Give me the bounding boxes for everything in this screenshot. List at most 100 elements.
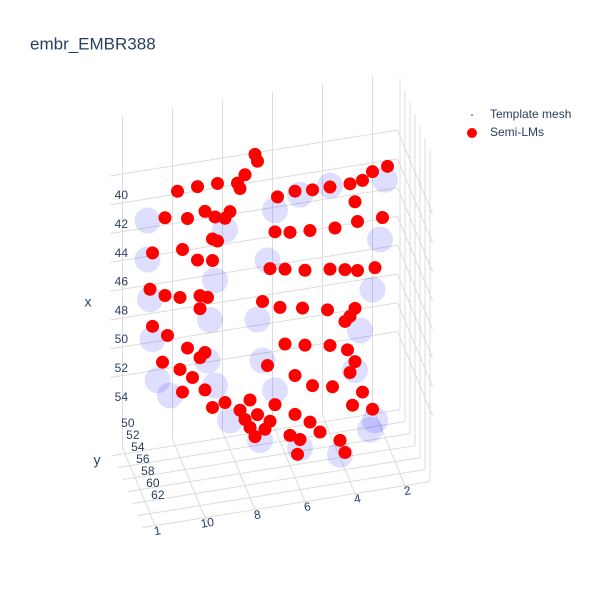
landmark-point [186,371,199,385]
landmark-point [206,400,219,414]
mesh-point [347,317,373,344]
x-grid-line [109,273,398,321]
landmark-point [173,362,187,376]
y-grid-line [127,445,416,493]
landmark-point [278,337,292,351]
marks [134,147,398,468]
x-grid-line [109,158,398,206]
landmark-point [338,314,352,328]
landmark-point [321,303,334,317]
landmark-point [156,355,169,369]
landmark-point [366,165,379,179]
x-tick-label: 46 [115,275,129,289]
landmark-point [176,385,189,399]
legend-symbol [471,114,473,116]
z-tick-label: 10 [200,515,216,531]
landmark-point [351,263,364,277]
landmark-point [251,408,264,422]
landmark-point [268,398,282,412]
landmark-point [348,355,362,369]
mesh-point [367,226,393,253]
y-tick-label: 50 [121,416,135,430]
y-grid-line [142,481,431,529]
mesh-point [244,306,271,333]
mesh-point [137,286,163,313]
x-tick-label: 54 [115,390,129,404]
landmark-point [291,447,304,461]
z-grid-line [372,407,408,492]
y-tick-label: 62 [151,488,165,502]
landmark-point [161,328,174,342]
landmark-point [323,338,337,352]
landmark-point [343,365,357,379]
landmark-point [271,190,284,204]
landmark-point [218,211,232,225]
landmark-point [303,224,317,238]
landmark-point [288,369,302,383]
landmark-point [306,183,319,197]
landmark-point [293,433,307,447]
landmark-point [146,246,159,260]
landmark-point [303,415,317,429]
x-grid-line [109,244,398,292]
landmark-point [158,289,172,303]
landmark-point [338,445,352,459]
landmark-point [208,210,222,224]
y-tick-label: 60 [146,476,160,490]
z-tick-label: 2 [403,483,412,498]
landmark-point [173,290,187,304]
landmark-point [256,295,269,309]
x-tick-label: 48 [115,303,129,317]
z-tick-label: 6 [303,499,312,514]
legend: Template mesh Semi-LMs [467,107,571,139]
landmark-point [288,184,302,198]
landmark-point [193,302,207,316]
landmark-point [233,181,247,195]
landmark-point [288,407,302,421]
landmark-point [338,263,352,277]
z-grid-line [322,415,358,500]
x-tick-label: 42 [115,217,129,231]
landmark-point [261,359,274,373]
landmark-point [251,154,264,168]
landmark-point [283,428,297,442]
landmark-point [368,261,382,275]
y-grid-line [117,421,406,469]
mesh-point [157,382,183,409]
legend-label: Semi-LMs [490,125,544,139]
z-grid-line [272,423,308,508]
landmark-point [283,225,297,239]
x-grid-line [109,331,398,379]
y-tick-label: 54 [131,440,145,454]
y-grid-line [122,433,411,481]
mesh-point [202,267,228,294]
landmark-point [193,351,207,365]
landmark-point [343,177,357,191]
landmark-point [328,221,342,235]
z-grid-line [222,431,258,516]
landmark-point [366,402,379,416]
landmark-point [351,215,364,229]
landmark-point [143,282,157,296]
landmark-point [278,262,292,276]
y-tick-label: 52 [126,428,140,442]
landmark-point [273,300,287,314]
landmark-point [341,343,354,357]
x-grid-line [109,187,398,235]
x-tick-label: 40 [115,188,129,202]
landmark-point [268,225,282,239]
landmark-point [356,173,369,187]
x-axis-title: x [85,294,92,310]
landmark-point [298,338,312,352]
landmark-point [248,430,262,444]
landmark-point [323,180,337,194]
landmark-point [333,433,347,447]
y-grid-line [132,457,421,505]
landmark-point [326,380,339,394]
landmark-point [376,211,389,225]
landmark-point [263,262,277,276]
landmark-point [176,243,189,257]
legend-symbol [467,128,477,138]
legend-label: Template mesh [490,107,571,121]
